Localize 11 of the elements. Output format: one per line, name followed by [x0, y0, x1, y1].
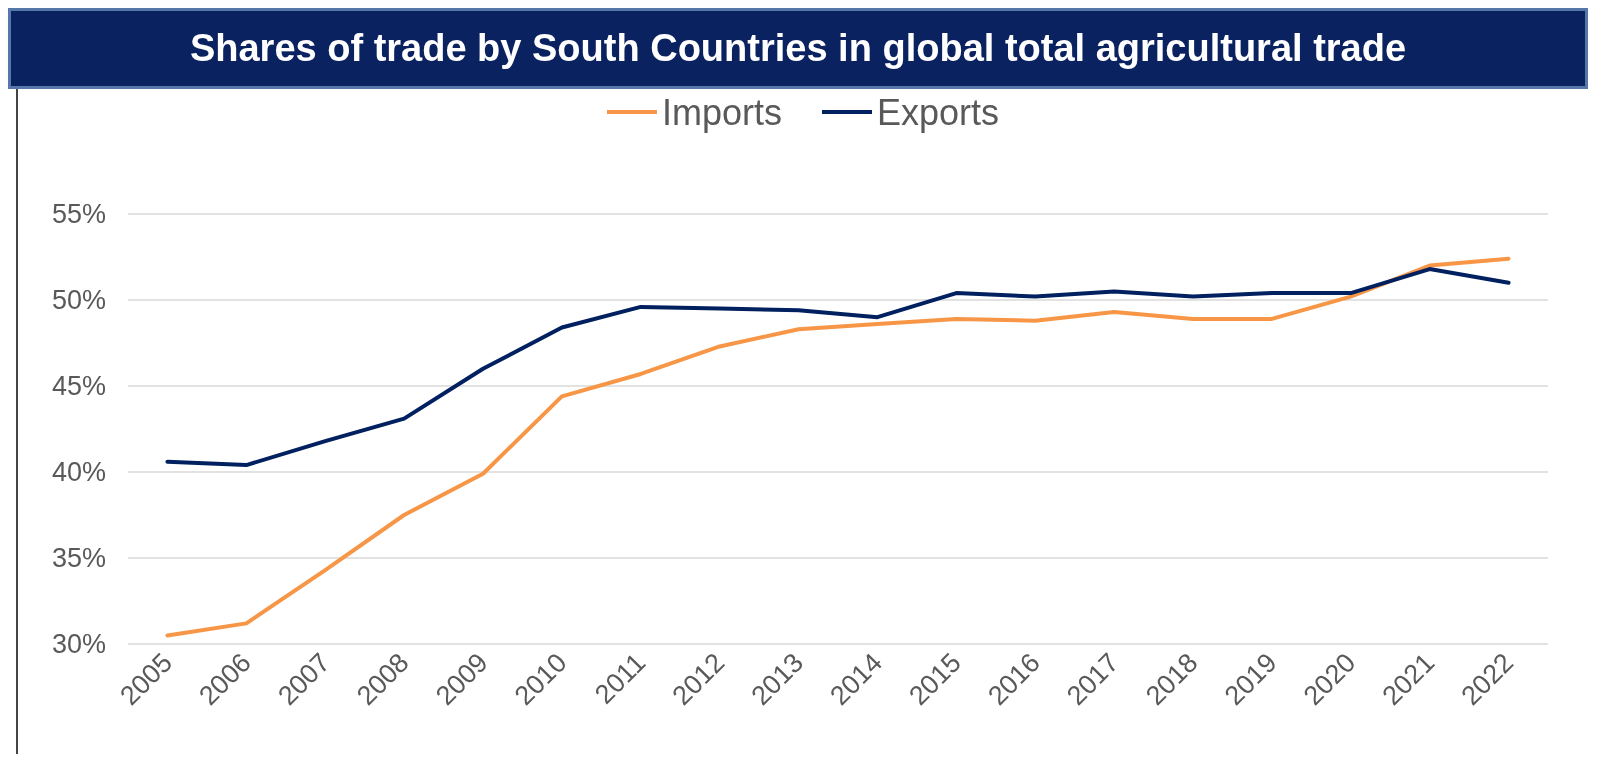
legend-label: Imports	[661, 91, 782, 133]
line-series	[165, 256, 1511, 638]
legend-label: Exports	[876, 91, 1000, 133]
y-tick-label: 45%	[51, 371, 106, 401]
y-tick-label: 55%	[51, 199, 106, 229]
y-tick-label: 35%	[51, 543, 106, 573]
line-series	[165, 267, 1511, 468]
y-tick-label: 40%	[51, 457, 106, 487]
y-tick-label: 50%	[51, 285, 106, 315]
chart-title: Shares of trade by South Countries in global total agricultural trade	[8, 8, 1588, 89]
y-tick-label: 30%	[51, 629, 106, 659]
